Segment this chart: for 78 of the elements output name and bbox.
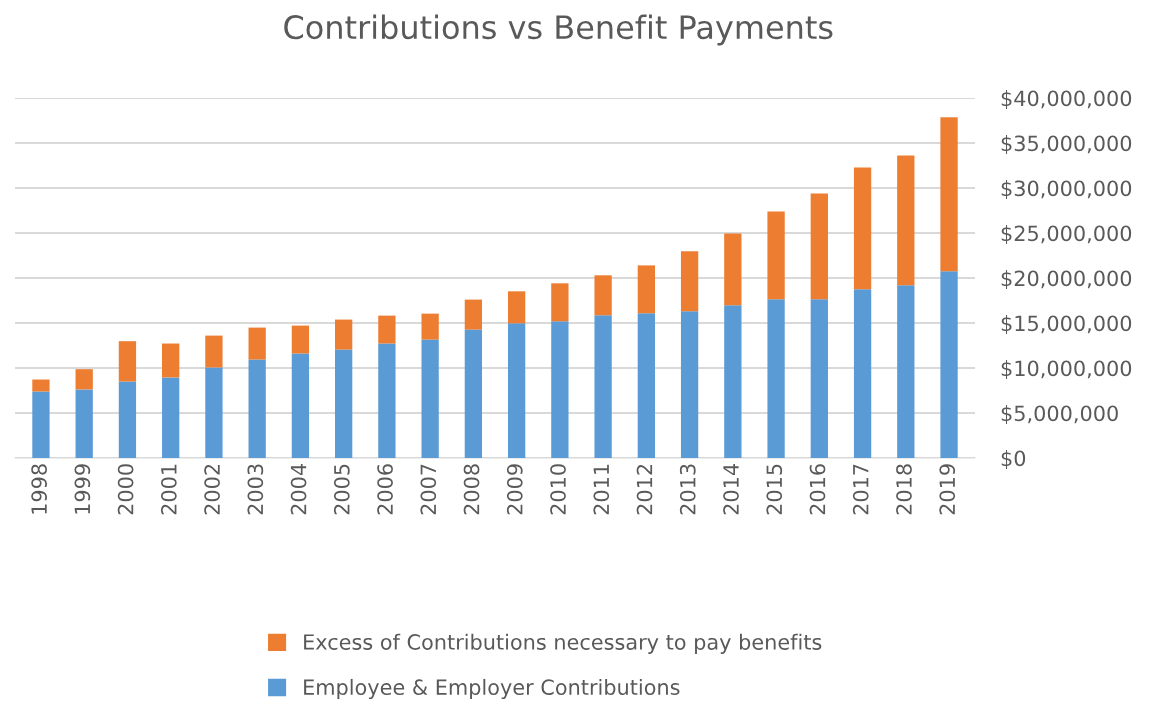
x-tick-label: 2010	[550, 464, 566, 515]
bar	[291, 325, 310, 354]
x-tick-label: 2011	[593, 464, 610, 515]
bar	[291, 353, 310, 458]
chart-title: Contributions vs Benefit Payments	[284, 14, 833, 46]
x-tick-label: 2000	[117, 464, 134, 515]
bar	[507, 291, 526, 324]
bar	[594, 275, 612, 316]
x-tick-label: 2016	[809, 464, 826, 515]
bar	[940, 117, 958, 272]
bar	[75, 389, 93, 458]
bar	[853, 167, 872, 290]
bar	[551, 283, 569, 322]
y-tick-label: $35,000,000	[1001, 135, 1132, 154]
bar	[378, 315, 396, 344]
x-tick-label: 2007	[420, 464, 437, 515]
x-tick-label: 2002	[204, 464, 220, 515]
bar	[248, 359, 266, 458]
y-tick-label: $20,000,000	[1001, 270, 1132, 289]
bar	[421, 339, 439, 458]
bar	[810, 299, 828, 458]
y-tick-label: $30,000,000	[1001, 180, 1132, 199]
x-tick-label: 2006	[377, 464, 393, 515]
bar	[118, 341, 137, 382]
y-tick-label: $5,000,000	[1001, 405, 1118, 424]
bar	[897, 285, 915, 458]
bar	[32, 379, 50, 392]
x-tick-label: 2013	[679, 464, 696, 515]
bar	[335, 349, 353, 458]
bar	[162, 377, 180, 458]
bar	[464, 329, 483, 458]
x-tick-label: 2019	[939, 464, 956, 515]
x-tick-label: 2015	[766, 464, 783, 515]
bar	[75, 369, 93, 390]
bar	[767, 211, 785, 300]
legend-label: Excess of Contributions necessary to pay benefits	[304, 633, 822, 654]
bar	[32, 391, 50, 458]
x-tick-label: 2001	[160, 464, 177, 515]
x-tick-label: 2009	[506, 464, 523, 515]
bar	[551, 321, 569, 458]
bar	[205, 367, 223, 458]
x-tick-label: 2014	[723, 464, 739, 515]
bar	[940, 271, 958, 458]
x-tick-label: 2004	[290, 464, 307, 515]
bar	[680, 251, 699, 312]
bar	[767, 299, 785, 458]
bar	[724, 233, 742, 306]
bar	[464, 299, 483, 330]
y-tick-label: $25,000,000	[1001, 225, 1132, 244]
x-tick-label: 1999	[74, 464, 91, 514]
x-tick-label: 2003	[247, 464, 264, 515]
x-tick-label: 1998	[31, 464, 47, 514]
bar	[637, 313, 655, 458]
bar	[637, 265, 655, 314]
y-tick-label: $15,000,000	[1001, 315, 1132, 334]
legend-label: Employee & Employer Contributions	[304, 678, 680, 700]
bar	[507, 323, 526, 458]
bar	[680, 311, 699, 458]
x-tick-label: 2018	[896, 464, 912, 515]
y-tick-label: $40,000,000	[1001, 90, 1132, 109]
bar	[335, 319, 353, 350]
x-tick-label: 2008	[463, 464, 480, 515]
bar	[205, 335, 223, 368]
bar	[248, 327, 266, 360]
bar	[421, 313, 439, 340]
bar	[118, 381, 137, 458]
bar	[724, 305, 742, 458]
y-tick-label: $10,000,000	[1001, 360, 1132, 379]
bar	[162, 343, 180, 378]
bar	[897, 155, 915, 286]
bar	[853, 289, 872, 458]
y-tick-label: $0	[1001, 450, 1026, 469]
bar	[810, 193, 828, 300]
bar	[378, 343, 396, 458]
x-tick-label: 2005	[333, 464, 350, 515]
x-tick-label: 2017	[852, 464, 869, 515]
bar	[594, 315, 612, 458]
x-tick-label: 2012	[636, 464, 653, 515]
